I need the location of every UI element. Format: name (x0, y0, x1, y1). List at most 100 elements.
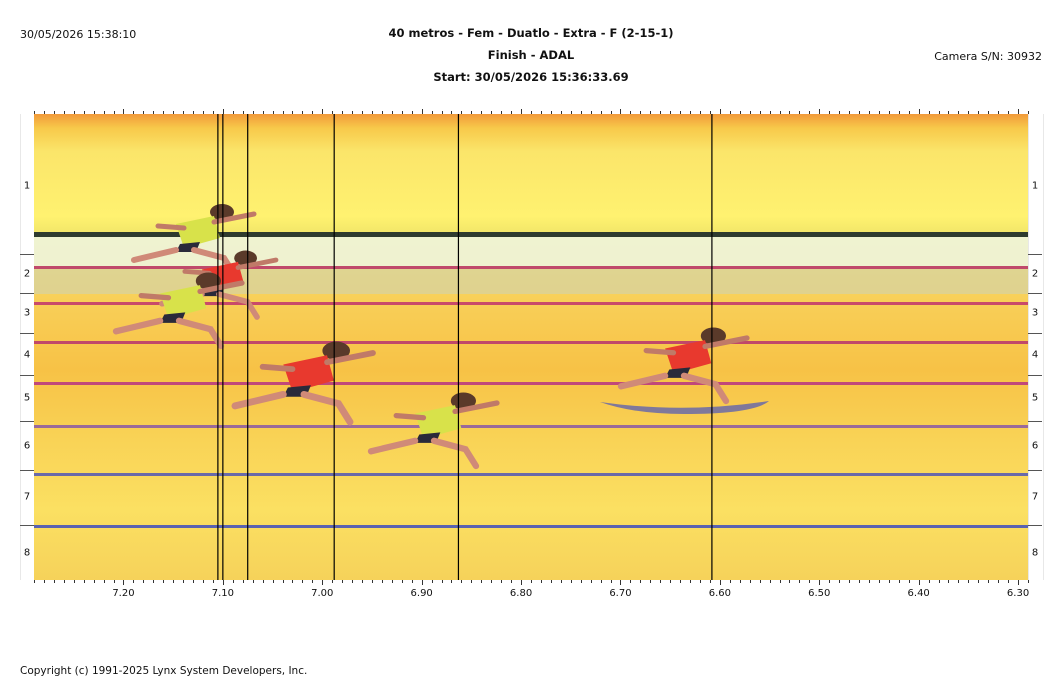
time-axis-tick (103, 111, 105, 114)
lane-separator-tick (20, 470, 34, 471)
time-axis-tick (451, 111, 453, 114)
time-axis-tick (749, 111, 751, 114)
time-axis-label: 6.60 (708, 588, 731, 599)
time-axis-tick (928, 111, 930, 114)
time-axis-tick (769, 111, 771, 114)
time-axis-tick (481, 111, 483, 114)
time-axis-tick (302, 580, 304, 583)
time-axis-label: 6.40 (907, 588, 930, 599)
time-axis-tick (978, 111, 980, 114)
time-axis-tick (988, 580, 990, 583)
time-axis-tick (34, 580, 35, 583)
time-axis-tick (630, 580, 632, 583)
time-axis-tick (163, 111, 165, 114)
time-axis-tick (868, 580, 870, 583)
time-axis-tick (640, 580, 642, 583)
time-axis-tick (471, 580, 473, 583)
lane-separator-tick (20, 293, 34, 294)
time-axis-tick (282, 111, 284, 114)
time-cursors (217, 114, 713, 580)
time-axis-tick (93, 111, 95, 114)
lane-separator-tick (1028, 333, 1042, 334)
time-axis-tick (411, 111, 413, 114)
time-axis-tick (998, 111, 1000, 114)
time-axis-tick (272, 580, 274, 583)
time-axis-tick (501, 580, 503, 583)
lane-separator-tick (1028, 421, 1042, 422)
time-axis-label: 6.80 (509, 588, 533, 599)
time-axis-tick (43, 580, 45, 583)
lane-number-label: 1 (1031, 180, 1039, 192)
time-axis-tick (958, 111, 960, 114)
time-axis-tick (481, 580, 483, 583)
lane-separator-tick (1028, 293, 1042, 294)
time-axis-tick (133, 580, 135, 583)
time-axis-tick (620, 580, 622, 585)
lane-separator-tick (1028, 375, 1042, 376)
lane-separator-tick (20, 375, 34, 376)
time-axis-tick (600, 111, 602, 114)
time-axis-tick (153, 580, 155, 583)
time-axis-tick (391, 580, 393, 583)
time-axis-tick (719, 109, 721, 114)
lane-separator-tick (20, 254, 34, 255)
time-axis-tick (789, 580, 791, 583)
start-time: Start: 30/05/2026 15:36:33.69 (433, 70, 629, 84)
lane-line (34, 473, 1028, 476)
time-axis-tick (342, 111, 344, 114)
time-axis-tick (590, 580, 592, 583)
time-axis-tick (948, 580, 950, 583)
time-axis-tick (690, 580, 692, 583)
time-axis-tick (421, 580, 423, 585)
time-axis-tick (570, 111, 572, 114)
time-axis-tick (34, 111, 35, 114)
time-axis-tick (650, 111, 652, 114)
time-axis-tick (123, 580, 125, 585)
time-axis-tick (699, 580, 701, 583)
lane-line (34, 425, 1028, 428)
time-axis-tick (670, 580, 672, 583)
time-axis-tick (620, 109, 622, 114)
time-axis-tick (888, 580, 890, 583)
time-axis-tick (968, 111, 970, 114)
time-axis-tick (829, 111, 831, 114)
camera-serial: Camera S/N: 30932 (934, 50, 1042, 63)
time-axis-tick (491, 580, 493, 583)
time-axis-tick (699, 111, 701, 114)
time-axis-tick (431, 580, 433, 583)
time-axis-tick (332, 580, 334, 583)
time-axis-tick (381, 111, 383, 114)
time-axis-tick (531, 111, 532, 114)
lane-separator-tick (20, 333, 34, 334)
time-axis-tick (868, 111, 870, 114)
finish-photo[interactable] (34, 114, 1028, 580)
lane-number-label: 3 (1031, 307, 1039, 319)
time-axis-tick (759, 111, 761, 114)
time-axis-tick (232, 580, 234, 583)
time-axis-tick (650, 580, 652, 583)
time-axis-tick (918, 109, 920, 114)
time-axis-tick (978, 580, 980, 583)
time-axis-tick (322, 109, 324, 114)
time-axis-tick (491, 111, 493, 114)
time-axis-tick (242, 111, 244, 114)
time-axis-tick (362, 580, 364, 583)
time-axis-tick (232, 111, 234, 114)
lane-number-label: 4 (1031, 349, 1039, 361)
time-axis-tick (391, 111, 393, 114)
lane-separator-tick (1028, 525, 1042, 526)
time-axis-tick (173, 580, 175, 583)
time-axis-tick (1028, 580, 1029, 583)
time-axis-tick (560, 111, 562, 114)
time-axis-tick (948, 111, 950, 114)
time-axis-tick (242, 580, 244, 583)
time-axis-tick (560, 580, 562, 583)
time-axis-tick (938, 580, 940, 583)
time-axis-tick (769, 580, 771, 583)
time-axis-tick (193, 580, 195, 583)
capture-timestamp: 30/05/2026 15:38:10 (20, 28, 137, 41)
time-axis-tick (968, 580, 970, 583)
time-axis-tick (401, 580, 403, 583)
time-axis-tick (739, 580, 741, 583)
time-axis-tick (302, 111, 304, 114)
